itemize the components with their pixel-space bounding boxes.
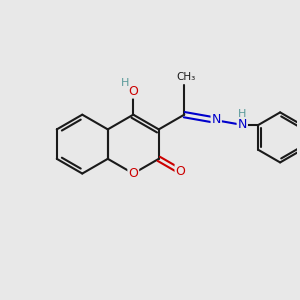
Text: N: N [212, 113, 221, 126]
Text: CH₃: CH₃ [176, 72, 195, 82]
Text: O: O [176, 165, 185, 178]
Text: H: H [121, 78, 129, 88]
Text: O: O [128, 167, 138, 180]
Text: N: N [238, 118, 247, 131]
Text: H: H [238, 109, 247, 119]
Text: O: O [128, 85, 138, 98]
